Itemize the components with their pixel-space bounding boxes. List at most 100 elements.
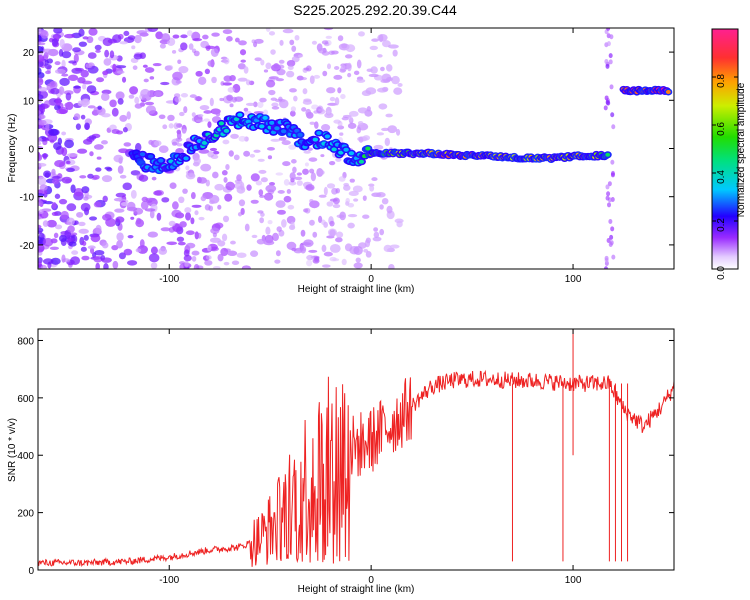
spectrogram-blob <box>38 261 42 268</box>
spectrogram-blob <box>160 227 171 232</box>
spectrogram-blob <box>42 220 49 227</box>
spectrogram-blob <box>606 191 611 197</box>
spectrogram-blob <box>341 258 347 266</box>
spectrogram-blob <box>395 128 401 136</box>
spectrogram-blob <box>610 172 615 178</box>
spectrogram-blob <box>290 159 297 164</box>
spectrogram-blob <box>142 64 148 68</box>
spectrogram-blob <box>329 243 341 253</box>
snr-x-ticks: -100 0 100 <box>159 329 582 586</box>
spectrogram-blob <box>71 250 79 255</box>
spectrogram-blob <box>54 193 61 199</box>
spectrogram-blob <box>54 104 61 111</box>
ridge-core <box>259 124 265 129</box>
spectrogram-blob <box>72 47 81 53</box>
ridge-core <box>605 152 611 157</box>
spectrogram-blob <box>227 87 235 93</box>
spectrogram-blob <box>270 138 281 142</box>
figure-title: S225.2025.292.20.39.C44 <box>293 2 457 18</box>
spectrogram-blob <box>604 255 609 261</box>
spectrogram-blob <box>373 227 379 232</box>
spectrogram-blob <box>188 173 195 178</box>
spectrogram-blob <box>257 210 264 214</box>
spectrogram-blob <box>313 74 321 79</box>
spectrogram-blob <box>296 180 303 186</box>
spectrogram-blob <box>353 262 363 269</box>
spectrogram-blob <box>94 44 102 51</box>
spectrogram-blob <box>309 121 316 125</box>
spectrogram-blob <box>42 48 53 53</box>
spectrogram-blob <box>309 168 315 174</box>
spectrogram-blob <box>358 31 365 37</box>
spectrogram-blob <box>227 250 238 257</box>
spectrogram-blob <box>259 217 264 224</box>
spectrogram-blob <box>305 108 312 117</box>
spectrogram-blob <box>95 167 102 172</box>
colorbar: 0.0 0.2 0.4 0.6 0.8 Normalized spectral ampl… <box>711 28 747 280</box>
spectrogram-blob <box>355 257 361 263</box>
spectrogram-blob <box>122 182 132 191</box>
spectrogram-scatter-cloud <box>38 28 616 269</box>
spectrogram-blob <box>150 262 158 269</box>
spectrogram-blob <box>262 109 269 115</box>
spectrogram-blob <box>135 248 142 253</box>
spectrogram-blob <box>54 69 66 75</box>
spectrogram-blob <box>329 96 336 102</box>
spectrogram-blob <box>282 161 291 167</box>
spectrogram-blob <box>96 77 105 83</box>
spectrogram-blob <box>38 60 44 68</box>
spectrogram-blob <box>66 203 77 212</box>
spectrogram-blob <box>101 242 109 249</box>
spectrogram-blob <box>321 40 329 45</box>
spectrogram-blob <box>243 266 249 269</box>
spectrogram-blob <box>179 111 185 117</box>
spectrogram-blob <box>80 69 89 78</box>
colorbar-tick-label: 0.0 <box>716 266 727 280</box>
spectrogram-blob <box>116 240 124 249</box>
spectrogram-blob <box>310 172 317 182</box>
ridge-core <box>201 140 208 145</box>
snr-dropouts <box>511 329 629 562</box>
spectrogram-blob <box>300 245 307 254</box>
spectrogram-blob <box>263 69 269 73</box>
spectrogram-blob <box>309 219 315 226</box>
spectrogram-blob <box>349 178 355 183</box>
spectrogram-blob <box>263 240 275 246</box>
spectrogram-blob <box>376 132 385 136</box>
spectrogram-blob <box>304 207 311 214</box>
spectrogram-blob <box>55 97 62 106</box>
spectrogram-blob <box>129 86 139 95</box>
spectrogram-blob <box>290 221 295 229</box>
spectrogram-blob <box>329 161 336 166</box>
spectrogram-blob <box>213 266 221 269</box>
spectrogram-blob <box>38 77 44 86</box>
spectrogram-blob <box>318 215 323 224</box>
spectrogram-blob <box>141 196 149 202</box>
spectrogram-blob <box>377 54 383 58</box>
spectrogram-blob <box>149 76 155 80</box>
spectrogram-blob <box>168 123 174 129</box>
spectrogram-blob <box>238 135 247 142</box>
spectrogram-blob <box>211 32 220 37</box>
spectrogram-blob <box>173 122 179 130</box>
spectrogram-blob <box>270 49 276 55</box>
spectrogram-blob <box>291 55 300 63</box>
spectrogram-blob <box>85 63 93 69</box>
spectrogram-blob <box>44 64 52 70</box>
spectrogram-blob <box>211 76 217 84</box>
ridge-core <box>297 132 303 137</box>
spectrogram-blob <box>134 103 143 109</box>
spectrogram-blob <box>385 113 393 118</box>
spectrogram-blob <box>59 38 65 48</box>
spectrogram-blob <box>362 195 367 201</box>
spectrogram-blob <box>80 202 91 212</box>
spectrogram-blob <box>386 205 393 214</box>
spectrogram-blob <box>106 167 113 172</box>
spectrogram-blob <box>183 106 188 114</box>
spectrogram-blob <box>217 204 222 210</box>
spectrogram-blob <box>131 45 136 50</box>
spectrogram-blob <box>337 87 342 94</box>
spectrogram-blob <box>115 216 125 223</box>
spectrogram-blob <box>371 177 378 182</box>
spectrogram-blob <box>370 66 378 74</box>
